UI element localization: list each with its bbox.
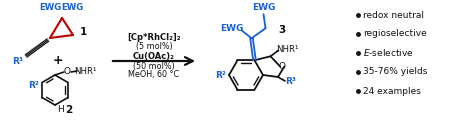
Text: EWG: EWG (61, 3, 83, 13)
Text: (50 mol%): (50 mol%) (133, 62, 175, 70)
Text: +: + (53, 54, 64, 67)
Text: R³: R³ (285, 77, 296, 86)
Text: $E$-selective: $E$-selective (363, 47, 414, 59)
Text: 24 examples: 24 examples (363, 86, 421, 95)
Text: NHR¹: NHR¹ (74, 67, 96, 76)
Text: R²: R² (28, 82, 39, 91)
Text: EWG: EWG (252, 3, 275, 12)
Text: regioselective: regioselective (363, 30, 427, 38)
Text: R³: R³ (13, 56, 23, 66)
Text: MeOH, 60 °C: MeOH, 60 °C (128, 70, 180, 79)
Text: R²: R² (216, 70, 227, 79)
Text: EWG: EWG (220, 24, 243, 33)
Text: redox neutral: redox neutral (363, 10, 424, 20)
Text: Cu(OAc)₂: Cu(OAc)₂ (133, 53, 175, 62)
Text: O: O (279, 62, 286, 71)
Text: (5 mol%): (5 mol%) (136, 43, 173, 52)
Text: 3: 3 (278, 25, 285, 35)
Text: 1: 1 (79, 27, 87, 37)
Text: H: H (56, 105, 64, 114)
Text: [Cp*RhCl₂]₂: [Cp*RhCl₂]₂ (127, 33, 181, 43)
Text: EWG: EWG (39, 3, 61, 13)
Text: O: O (64, 68, 71, 77)
Text: 2: 2 (65, 105, 73, 115)
Text: 35-76% yields: 35-76% yields (363, 68, 428, 77)
Text: NHR¹: NHR¹ (276, 45, 299, 54)
